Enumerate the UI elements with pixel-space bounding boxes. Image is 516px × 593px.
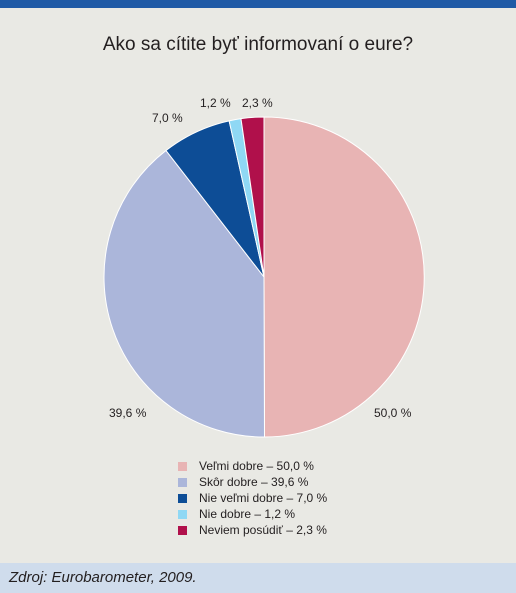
chart-title: Ako sa cítite byť informovaní o eure? <box>102 34 414 55</box>
slice-label-skor-dobre: 39,6 % <box>109 406 147 420</box>
pie-slice-neviem-posudit <box>240 116 265 278</box>
legend-item-velmi-dobre: Veľmi dobre – 50,0 % <box>178 458 438 474</box>
pie-slice-velmi-dobre <box>263 116 425 438</box>
legend: Veľmi dobre – 50,0 % Skôr dobre – 39,6 %… <box>178 458 438 538</box>
legend-swatch <box>178 525 187 535</box>
slice-label-nie-velmi-dobre: 7,0 % <box>152 111 183 125</box>
legend-label: Veľmi dobre – 50,0 % <box>199 459 314 473</box>
legend-item-neviem-posudit: Neviem posúdiť – 2,3 % <box>178 522 438 538</box>
source-text: Zdroj: Eurobarometer, 2009. <box>9 569 197 586</box>
legend-label: Skôr dobre – 39,6 % <box>199 475 309 489</box>
legend-item-nie-dobre: Nie dobre – 1,2 % <box>178 506 438 522</box>
pie-chart <box>103 116 425 438</box>
pie-slice-skor-dobre <box>103 149 266 438</box>
legend-swatch <box>178 477 187 487</box>
legend-item-skor-dobre: Skôr dobre – 39,6 % <box>178 474 438 490</box>
legend-swatch <box>178 493 187 503</box>
legend-label: Nie dobre – 1,2 % <box>199 507 296 521</box>
source-bar: Zdroj: Eurobarometer, 2009. <box>0 563 516 593</box>
legend-swatch <box>178 461 187 471</box>
legend-item-nie-velmi-dobre: Nie veľmi dobre – 7,0 % <box>178 490 438 506</box>
top-accent-bar <box>0 0 516 8</box>
legend-label: Nie veľmi dobre – 7,0 % <box>199 491 328 505</box>
slice-label-nie-dobre: 1,2 % <box>200 96 231 110</box>
slice-label-neviem-posudit: 2,3 % <box>242 96 273 110</box>
legend-label: Neviem posúdiť – 2,3 % <box>199 523 327 537</box>
slice-label-velmi-dobre: 50,0 % <box>374 406 412 420</box>
legend-swatch <box>178 509 187 519</box>
